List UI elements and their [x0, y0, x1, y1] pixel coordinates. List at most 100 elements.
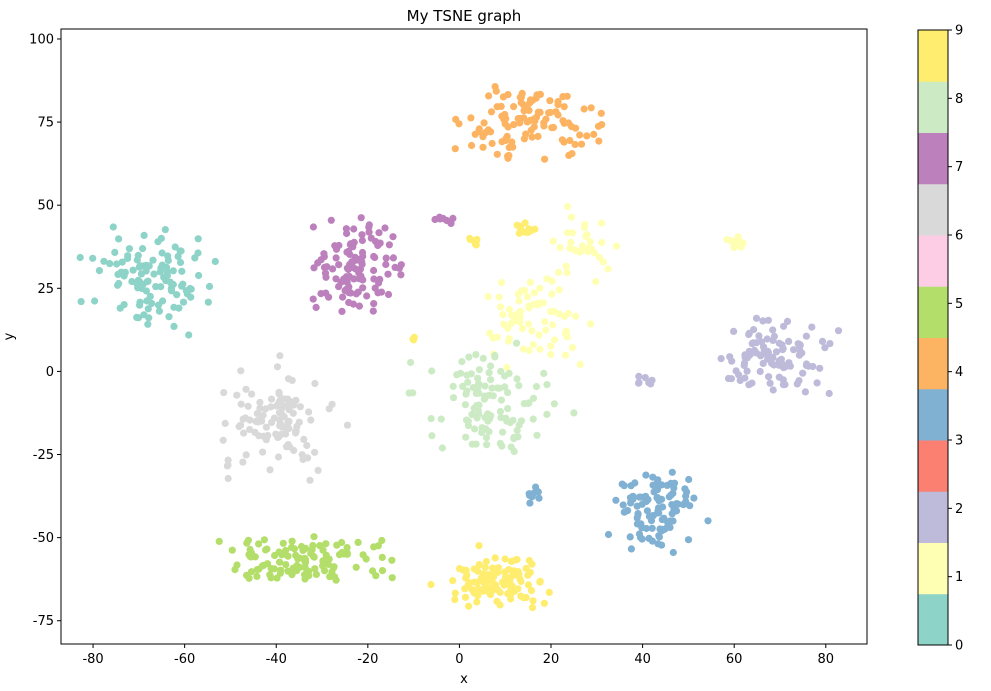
scatter-point	[475, 401, 483, 409]
scatter-point	[267, 395, 276, 403]
scatter-point	[370, 275, 378, 283]
scatter-point	[204, 298, 212, 306]
colorbar-segment	[918, 337, 948, 390]
scatter-point	[646, 378, 655, 386]
scatter-point	[525, 106, 533, 114]
scatter-point	[507, 311, 515, 319]
scatter-point	[648, 524, 656, 532]
scatter-point	[595, 137, 603, 145]
scatter-point	[427, 580, 435, 589]
scatter-point	[451, 596, 459, 604]
scatter-point	[729, 237, 738, 245]
scatter-point	[372, 572, 380, 580]
scatter-point	[340, 550, 348, 558]
scatter-point	[505, 151, 513, 160]
scatter-point	[541, 155, 549, 163]
scatter-point	[341, 277, 349, 285]
scatter-point	[329, 265, 337, 273]
scatter-point	[285, 424, 293, 433]
scatter-point	[277, 566, 285, 574]
scatter-point	[563, 269, 571, 277]
scatter-point	[195, 271, 203, 280]
scatter-point	[554, 111, 562, 119]
scatter-point	[568, 229, 577, 237]
scatter-point	[546, 108, 555, 117]
scatter-point	[464, 422, 472, 430]
scatter-point	[495, 293, 503, 301]
scatter-point	[539, 299, 547, 307]
scatter-point	[449, 577, 457, 585]
y-tick-label: 25	[37, 282, 54, 297]
scatter-point	[242, 385, 250, 393]
scatter-point	[362, 555, 370, 563]
scatter-point	[758, 338, 766, 346]
scatter-point	[354, 288, 362, 296]
scatter-point	[529, 96, 537, 104]
scatter-point	[129, 266, 137, 274]
scatter-point	[502, 135, 510, 143]
scatter-point	[785, 337, 793, 345]
scatter-point	[242, 451, 250, 459]
scatter-point	[303, 441, 311, 450]
scatter-point	[409, 335, 417, 343]
scatter-point	[529, 394, 538, 402]
scatter-point	[779, 346, 787, 354]
scatter-point	[747, 350, 755, 358]
scatter-point	[325, 405, 333, 413]
y-tick-label: -25	[33, 448, 54, 463]
scatter-point	[487, 412, 495, 420]
colorbar-segment	[918, 286, 948, 338]
scatter-point	[567, 238, 575, 246]
scatter-point	[465, 602, 473, 610]
scatter-point	[244, 536, 252, 544]
scatter-point	[428, 432, 436, 440]
scatter-point	[272, 402, 280, 410]
colorbar-tick-label: 0	[955, 639, 963, 654]
scatter-point	[335, 283, 343, 291]
scatter-point	[549, 237, 557, 245]
scatter-point	[543, 381, 551, 389]
scatter-point	[310, 533, 318, 541]
scatter-point	[487, 108, 496, 116]
scatter-point	[752, 314, 761, 322]
scatter-point	[289, 564, 297, 572]
scatter-point	[531, 225, 539, 233]
scatter-point	[363, 292, 371, 300]
scatter-point	[509, 103, 518, 111]
scatter-point	[528, 604, 537, 612]
scatter-point	[775, 339, 783, 347]
scatter-point	[295, 418, 303, 426]
scatter-point	[171, 243, 179, 251]
scatter-point	[548, 277, 556, 285]
scatter-point	[523, 118, 531, 126]
scatter-point	[255, 540, 263, 548]
scatter-point	[480, 119, 488, 127]
scatter-point	[724, 374, 733, 383]
scatter-point	[506, 591, 515, 599]
colorbar-tick-label: 1	[955, 570, 963, 585]
scatter-point	[514, 290, 522, 298]
scatter-point	[587, 104, 595, 112]
scatter-point	[215, 537, 223, 546]
scatter-point	[781, 363, 789, 371]
scatter-point	[241, 414, 249, 422]
scatter-point	[514, 585, 522, 593]
scatter-point	[545, 588, 553, 597]
scatter-point	[258, 562, 266, 570]
scatter-point	[755, 332, 763, 340]
scatter-point	[143, 297, 151, 305]
colorbar-tick-label: 2	[955, 502, 963, 517]
scatter-point	[358, 231, 366, 239]
scatter-point	[359, 284, 367, 292]
scatter-point	[526, 499, 534, 507]
scatter-point	[284, 375, 293, 383]
scatter-point	[493, 384, 501, 392]
scatter-point	[106, 260, 114, 268]
scatter-point	[510, 435, 518, 443]
scatter-point	[113, 260, 121, 268]
scatter-point	[501, 555, 509, 563]
scatter-point	[485, 92, 493, 100]
x-tick-label: -20	[357, 652, 378, 667]
scatter-point	[581, 220, 589, 228]
scatter-point	[381, 224, 389, 232]
